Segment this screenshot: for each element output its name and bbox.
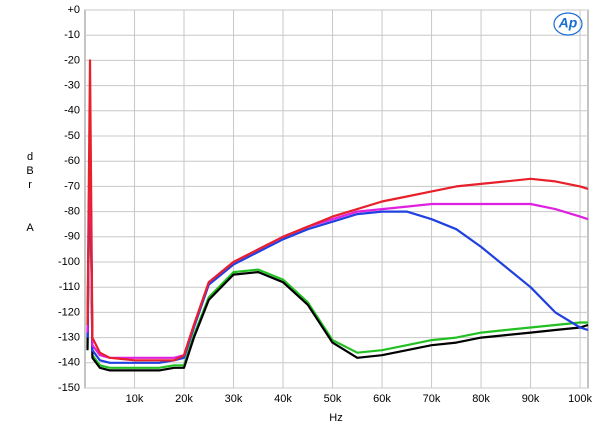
y-tick-label: -110: [59, 281, 80, 293]
y-tick-label: -50: [64, 130, 80, 142]
plot-area: [84, 9, 589, 389]
y-tick-label: -120: [58, 306, 80, 318]
logo: Ap: [558, 15, 578, 31]
y-tick-label: -40: [64, 105, 80, 117]
x-tick-label: 50k: [324, 393, 342, 405]
x-tick-label: 100k: [568, 393, 592, 405]
y-tick-label: -150: [58, 382, 80, 394]
y-tick-label: -130: [58, 332, 80, 344]
x-tick-label: 30k: [225, 393, 243, 405]
y-label: dBr: [24, 151, 36, 193]
logo-ring: [553, 12, 583, 36]
y-tick-label: +0: [67, 4, 80, 16]
x-tick-label: 10k: [126, 393, 144, 405]
series-line: [86, 59, 589, 362]
x-tick-label: 60k: [373, 393, 391, 405]
x-tick-label: 20k: [175, 393, 193, 405]
y-tick-label: -10: [64, 29, 80, 41]
x-tick-label: 80k: [472, 393, 490, 405]
y-tick-label: -80: [64, 206, 80, 218]
x-tick-label: 40k: [274, 393, 292, 405]
y-tick-label: -100: [58, 256, 80, 268]
y-tick-label: -60: [64, 155, 80, 167]
x-tick-label: 90k: [522, 393, 540, 405]
y-tick-label: -30: [64, 80, 80, 92]
x-tick-label: 70k: [423, 393, 441, 405]
y-tick-label: -90: [64, 231, 80, 243]
y-tick-label: -140: [58, 357, 80, 369]
series-line: [86, 117, 589, 372]
y-tick-label: -20: [64, 54, 80, 66]
series-line: [86, 122, 588, 369]
x-label: Hz: [329, 412, 342, 424]
series-line: [86, 119, 589, 364]
y-tick-label: -70: [64, 180, 80, 192]
y-unit: A: [26, 222, 34, 234]
